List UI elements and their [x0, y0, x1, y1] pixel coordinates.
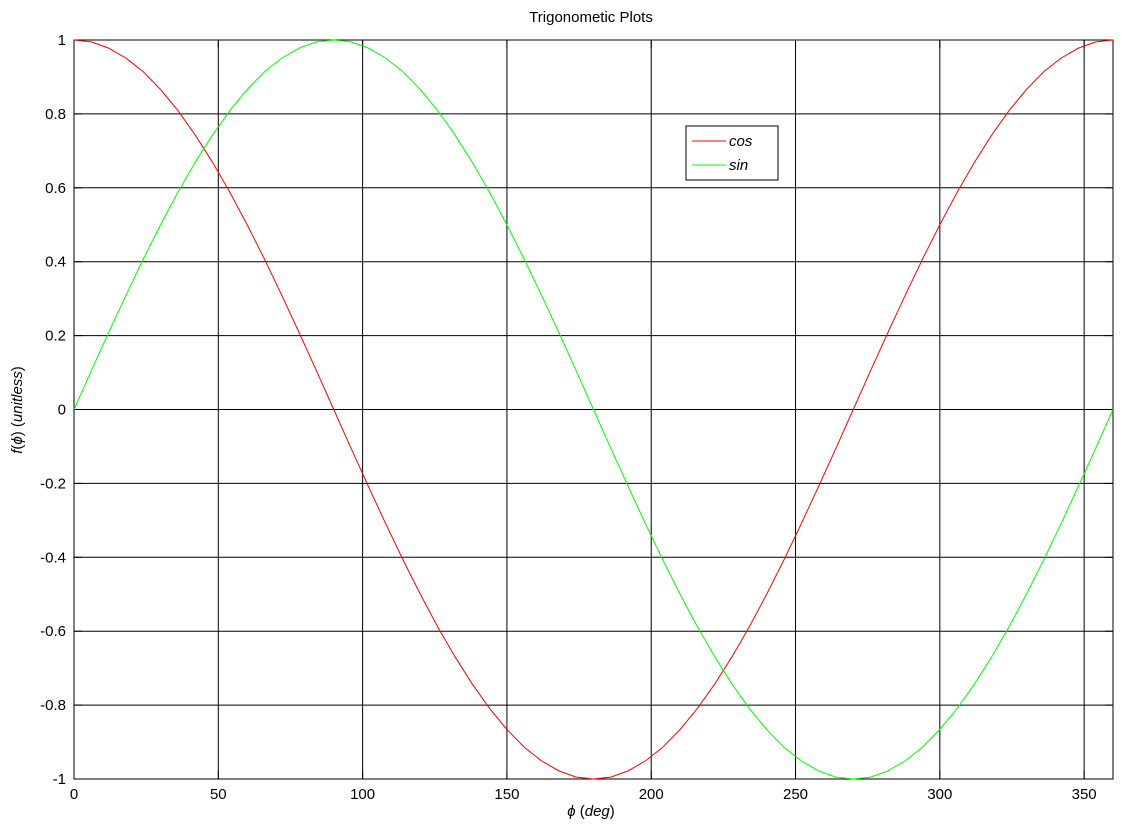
y-tick-label: 0.2 — [45, 328, 66, 345]
legend-box — [685, 125, 779, 181]
y-tick-label: -0.4 — [40, 549, 66, 566]
y-tick-labels: -1 -0.8 -0.6 -0.4 -0.2 0 0.2 0.4 0.6 0.8 1 — [40, 32, 66, 788]
y-tick-label: 0.8 — [45, 106, 66, 123]
y-axis-unit: unitless — [9, 371, 26, 422]
legend: cos sin — [685, 125, 779, 181]
x-tick-label: 150 — [494, 786, 519, 803]
x-tick-label: 200 — [639, 786, 664, 803]
y-axis-open-paren: ( — [9, 445, 26, 450]
series — [73, 39, 1114, 780]
x-axis-unit: deg — [585, 803, 611, 820]
x-axis-open-paren: ( — [576, 803, 585, 820]
y-axis-label: f(ϕ) (unitless) — [9, 366, 26, 454]
y-tick-label: 1 — [58, 32, 66, 49]
x-tick-label: 0 — [70, 786, 78, 803]
y-tick-label: 0 — [58, 402, 66, 419]
x-tick-label: 250 — [783, 786, 808, 803]
chart-title: Trigonometic Plots — [529, 9, 653, 26]
y-axis-symbol: ϕ — [9, 436, 26, 444]
y-tick-label: -0.2 — [40, 475, 66, 492]
y-tick-label: 0.4 — [45, 254, 66, 271]
y-tick-label: 0.6 — [45, 180, 66, 197]
y-tick-label: -0.8 — [40, 697, 66, 714]
series-line-sin — [73, 39, 1114, 780]
y-axis-close-paren: ) ( — [9, 422, 26, 436]
plot-area — [73, 39, 1114, 780]
x-tick-label: 350 — [1072, 786, 1097, 803]
x-axis-symbol: ϕ — [567, 803, 575, 820]
y-axis-func: f — [9, 448, 26, 454]
legend-label-cos: cos — [729, 133, 753, 150]
x-tick-labels: 0 50 100 150 200 250 300 350 — [70, 786, 1097, 803]
legend-label-sin: sin — [729, 157, 748, 174]
ticks — [73, 39, 1113, 780]
y-axis-close-paren-2: ) — [9, 366, 26, 371]
x-axis-close-paren: ) — [610, 803, 615, 820]
y-tick-label: -0.6 — [40, 623, 66, 640]
x-tick-label: 100 — [350, 786, 375, 803]
x-tick-label: 300 — [927, 786, 952, 803]
y-tick-label: -1 — [53, 771, 66, 788]
x-axis-label: ϕ (deg) — [567, 803, 615, 820]
series-line-cos — [73, 39, 1114, 780]
x-tick-label: 50 — [210, 786, 227, 803]
